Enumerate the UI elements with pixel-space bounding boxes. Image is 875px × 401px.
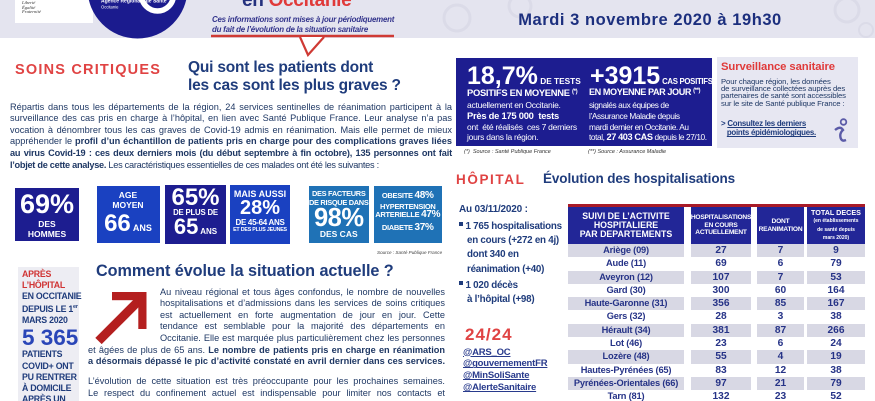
svg-text:Agence Régionale de Santé: Agence Régionale de Santé xyxy=(101,0,167,5)
svg-text:Occitanie: Occitanie xyxy=(101,5,119,10)
